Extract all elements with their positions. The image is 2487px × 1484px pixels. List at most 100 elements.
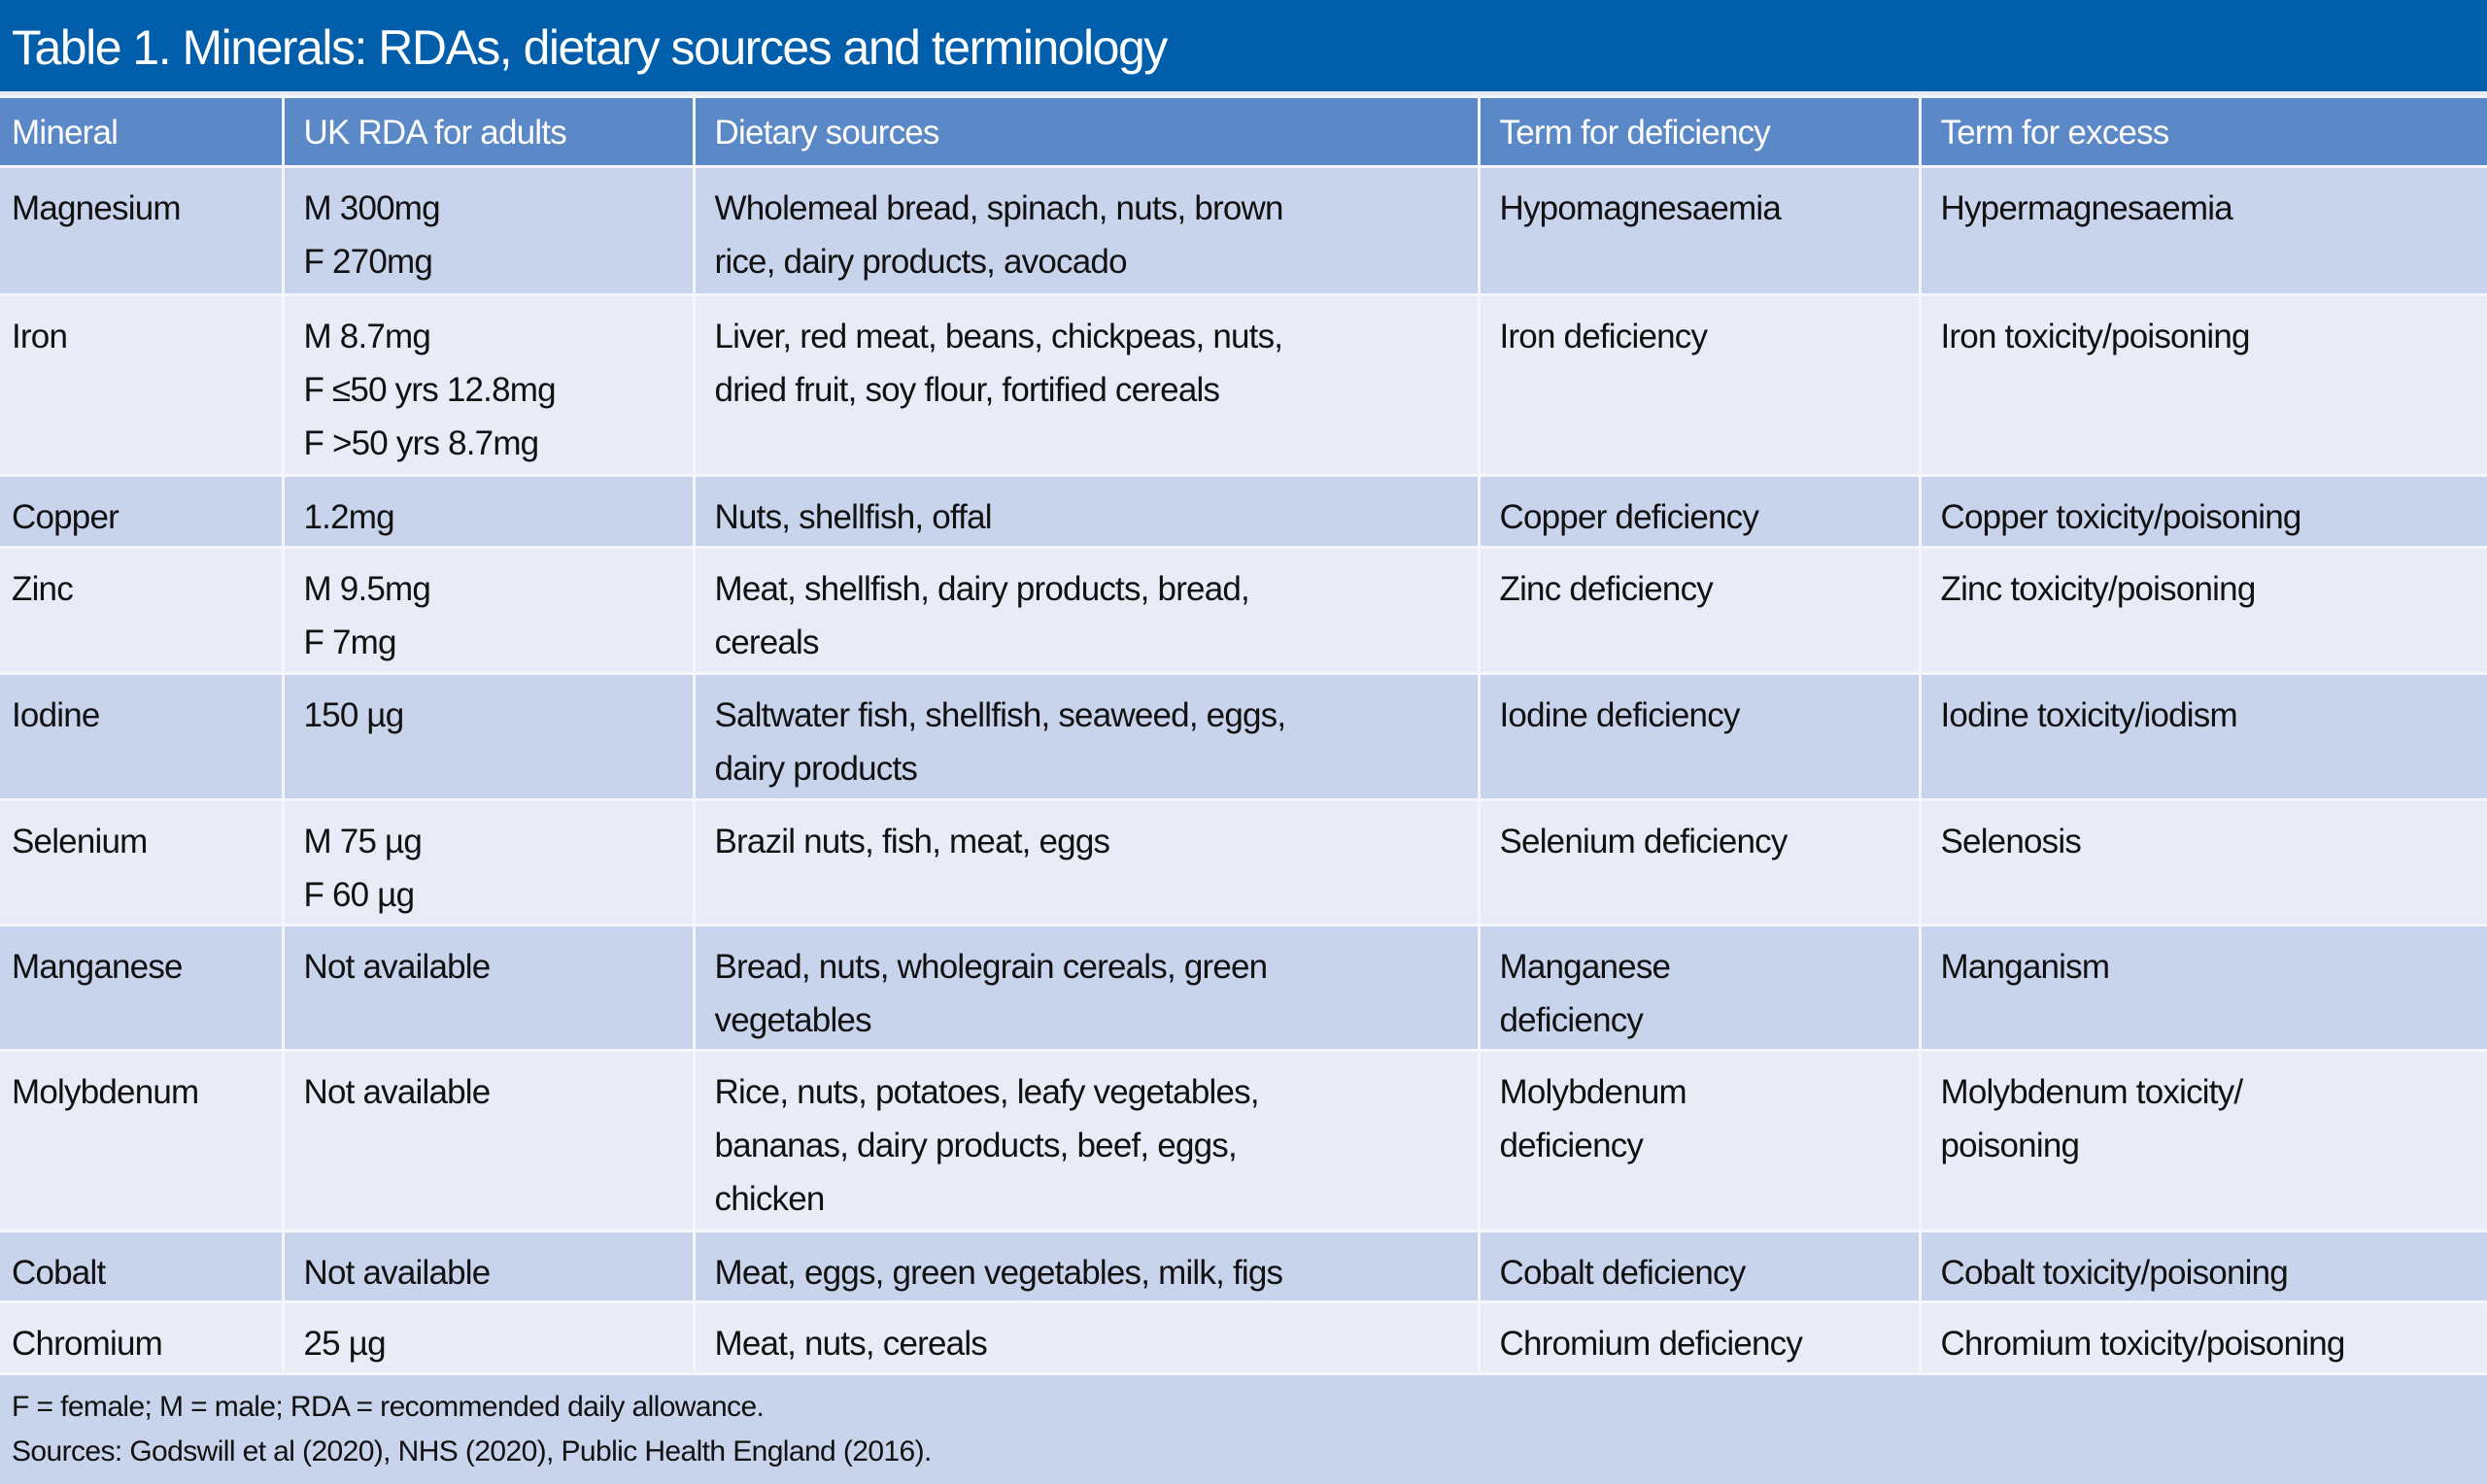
cell-sources: Saltwater fish, shellfish, seaweed, eggs… [692,672,1481,801]
cell-deficiency: Cobalt deficiency [1477,1230,1922,1303]
cell-excess: Chromium toxicity/poisoning [1918,1300,2487,1375]
cell-line: M 75 µg [303,823,423,860]
cell-rda: M 8.7mg F ≤50 yrs 12.8mg F >50 yrs 8.7mg [281,293,696,477]
table-row: Cobalt Not available Meat, eggs, green veg… [0,1230,2487,1303]
cell-line: Not available [303,1254,492,1292]
cell-line: Chromium deficiency [1499,1325,1803,1363]
cell-mineral: Cobalt [0,1230,285,1303]
cell-deficiency: Chromium deficiency [1477,1300,1922,1375]
cell-line: vegetables [714,1001,872,1039]
cell-deficiency: Manganese deficiency [1477,924,1922,1052]
cell-line: Nuts, shellfish, offal [714,498,993,536]
footnotes: F = female; M = male; RDA = recommended … [0,1375,2487,1484]
cell-line: dairy products [714,750,918,788]
cell-line: Manganese [1499,948,1672,986]
cell-line: Rice, nuts, potatoes, leafy vegetables, [714,1073,1260,1111]
cell-sources: Brazil nuts, fish, meat, eggs [692,798,1481,927]
cell-excess: Iron toxicity/poisoning [1918,293,2487,477]
cell-line: Selenium deficiency [1499,823,1789,860]
footnote-sources: Sources: Godswill et al (2020), NHS (202… [12,1435,932,1467]
cell-sources: Meat, nuts, cereals [692,1300,1481,1375]
cell-line: Selenosis [1940,823,2082,860]
cell-excess: Copper toxicity/poisoning [1918,474,2487,549]
cell-deficiency: Molybdenum deficiency [1477,1049,1922,1232]
cell-line: Manganism [1940,948,2111,986]
cell-line: F 7mg [303,624,397,661]
table-row: Zinc M 9.5mg F 7mg Meat, shellfish, dairy p… [0,546,2487,675]
cell-line: Hypomagnesaemia [1499,189,1782,227]
cell-rda: 150 µg [281,672,696,801]
table-row: Selenium M 75 µg F 60 µg Brazil nuts, fish,… [0,798,2487,927]
cell-line: bananas, dairy products, beef, eggs, [714,1127,1238,1164]
cell-rda: Not available [281,1049,696,1232]
cell-sources: Meat, eggs, green vegetables, milk, figs [692,1230,1481,1303]
cell-rda: 1.2mg [281,474,696,549]
cell-deficiency: Iron deficiency [1477,293,1922,477]
column-header-deficiency: Term for deficiency [1477,95,1922,168]
cell-mineral: Selenium [0,798,285,927]
cell-mineral: Iron [0,293,285,477]
cell-line: M 300mg [303,189,441,227]
cell-mineral: Magnesium [0,165,285,296]
cell-excess: Iodine toxicity/iodism [1918,672,2487,801]
cell-line: Zinc deficiency [1499,570,1714,608]
table-row: Molybdenum Not available Rice, nuts, potat… [0,1049,2487,1232]
cell-excess: Zinc toxicity/poisoning [1918,546,2487,675]
cell-sources: Wholemeal bread, spinach, nuts, brown ric… [692,165,1481,296]
cell-mineral: Copper [0,474,285,549]
cell-excess: Molybdenum toxicity/poisoning [1918,1049,2487,1232]
cell-line: F >50 yrs 8.7mg [303,424,540,462]
cell-line: Copper toxicity/poisoning [1940,498,2302,536]
cell-line: Iron toxicity/poisoning [1940,318,2251,355]
cell-line: F ≤50 yrs 12.8mg [303,371,557,409]
cell-line: Bread, nuts, wholegrain cereals, green [714,948,1269,986]
minerals-table: Mineral UK RDA for adults Dietary source… [0,95,2487,1375]
cell-line: cereals [714,624,820,661]
cell-line: Iron deficiency [1499,318,1708,355]
cell-deficiency: Iodine deficiency [1477,672,1922,801]
cell-line: Molybdenum [1499,1073,1687,1111]
cell-line: 25 µg [303,1325,387,1363]
cell-excess: Selenosis [1918,798,2487,927]
cell-rda: Not available [281,1230,696,1303]
table-row: Iodine 150 µg Saltwater fish, shellfish, s… [0,672,2487,801]
cell-line: Meat, eggs, green vegetables, milk, figs [714,1254,1284,1292]
cell-line: Cobalt deficiency [1499,1254,1747,1292]
column-header-sources: Dietary sources [692,95,1481,168]
cell-rda: M 75 µg F 60 µg [281,798,696,927]
cell-line: Zinc toxicity/poisoning [1940,570,2257,608]
cell-line: Meat, shellfish, dairy products, bread, [714,570,1250,608]
cell-sources: Meat, shellfish, dairy products, bread, c… [692,546,1481,675]
header-row: Mineral UK RDA for adults Dietary source… [0,95,2487,168]
cell-rda: Not available [281,924,696,1052]
column-header-rda: UK RDA for adults [281,95,696,168]
cell-line: chicken [714,1180,826,1218]
cell-mineral: Chromium [0,1300,285,1375]
cell-rda: M 300mg F 270mg [281,165,696,296]
cell-excess: Cobalt toxicity/poisoning [1918,1230,2487,1303]
cell-line: Saltwater fish, shellfish, seaweed, eggs… [714,696,1287,734]
cell-line: Iodine deficiency [1499,696,1741,734]
column-header-mineral: Mineral [0,95,285,168]
table-row: Copper 1.2mg Nuts, shellfish, offal Copper … [0,474,2487,549]
cell-line: Not available [303,1073,492,1111]
cell-line: rice, dairy products, avocado [714,243,1128,281]
table-row: Chromium 25 µg Meat, nuts, cereals Chromium… [0,1300,2487,1375]
cell-sources: Liver, red meat, beans, chickpeas, nuts,… [692,293,1481,477]
cell-line: Molybdenum toxicity/ [1940,1073,2244,1111]
cell-excess: Manganism [1918,924,2487,1052]
cell-rda: 25 µg [281,1300,696,1375]
cell-deficiency: Copper deficiency [1477,474,1922,549]
cell-line: M 8.7mg [303,318,431,355]
table-row: Iron M 8.7mg F ≤50 yrs 12.8mg F >50 yrs 8.7… [0,293,2487,477]
cell-mineral: Molybdenum [0,1049,285,1232]
cell-line: dried fruit, soy flour, fortified cereal… [714,371,1220,409]
cell-mineral: Iodine [0,672,285,801]
cell-line: F 270mg [303,243,433,281]
cell-line: 150 µg [303,696,405,734]
cell-line: Iodine toxicity/iodism [1940,696,2238,734]
table-row: Magnesium M 300mg F 270mg Wholemeal bread, … [0,165,2487,296]
cell-sources: Bread, nuts, wholegrain cereals, green ve… [692,924,1481,1052]
table-title: Table 1. Minerals: RDAs, dietary sources… [0,0,2487,95]
cell-deficiency: Zinc deficiency [1477,546,1922,675]
